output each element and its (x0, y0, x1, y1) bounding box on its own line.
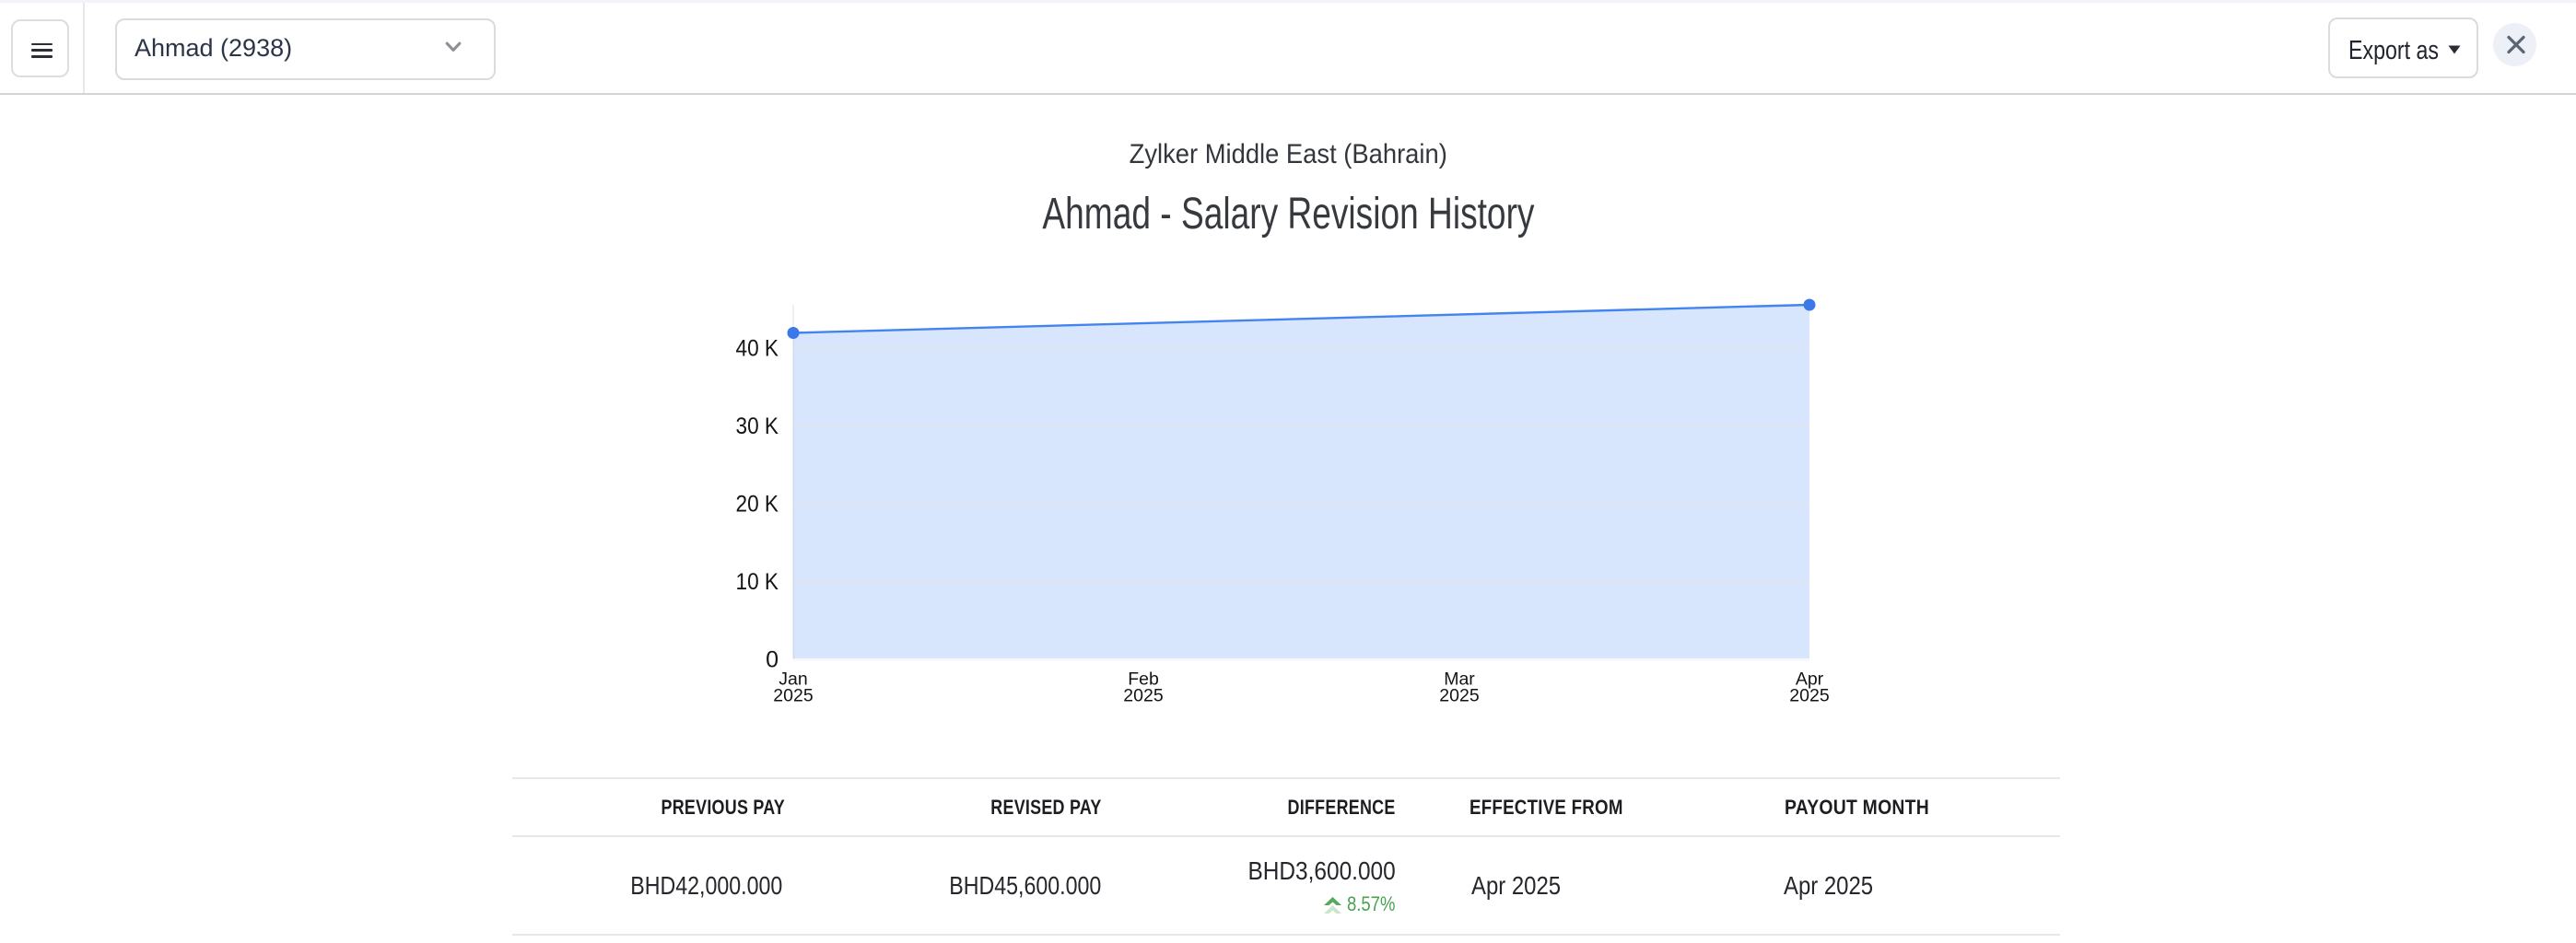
svg-text:Jan: Jan (779, 669, 807, 690)
svg-text:10 K: 10 K (736, 569, 779, 595)
svg-text:40 K: 40 K (736, 336, 779, 362)
svg-text:30 K: 30 K (736, 413, 779, 439)
svg-text:Apr: Apr (1796, 669, 1824, 690)
svg-text:Mar: Mar (1444, 669, 1475, 690)
svg-text:2025: 2025 (773, 686, 814, 706)
svg-text:0: 0 (766, 647, 779, 673)
svg-text:2025: 2025 (1789, 686, 1830, 706)
svg-text:20 K: 20 K (736, 492, 779, 518)
svg-text:2025: 2025 (1439, 686, 1480, 706)
svg-text:2025: 2025 (1123, 686, 1164, 706)
svg-text:Feb: Feb (1128, 669, 1159, 690)
